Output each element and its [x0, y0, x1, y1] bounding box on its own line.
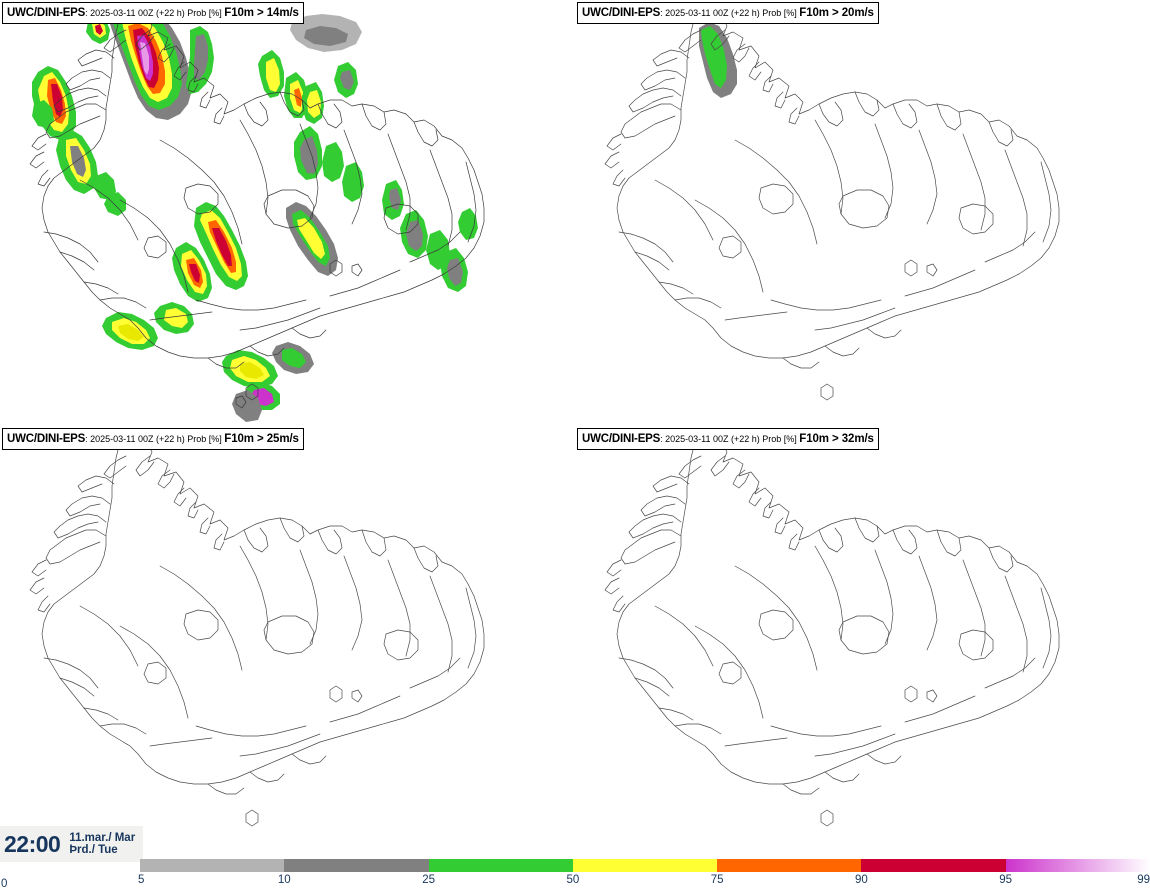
- panel-run-label: : 2025-03-11 00Z (+22 h) Prob [%]: [85, 434, 225, 444]
- colorbar-ticks: 5 10 25 50 75 90 95 99: [138, 874, 1150, 890]
- panel-model-label: UWC/DINI-EPS: [582, 433, 661, 445]
- panel-model-label: UWC/DINI-EPS: [582, 7, 661, 19]
- colorbar-segment-50-75: [572, 859, 718, 872]
- panel-run-label: : 2025-03-11 00Z (+22 h) Prob [%]: [660, 8, 800, 18]
- colorbar-tick-25: 25: [422, 874, 435, 886]
- panel-title-20ms: UWC/DINI-EPS: 2025-03-11 00Z (+22 h) Pro…: [577, 2, 879, 24]
- panel-variable-label: F10m > 25m/s: [224, 433, 299, 445]
- colorbar-zero-label: 0: [1, 878, 8, 890]
- colorbar-tick-10: 10: [277, 874, 291, 886]
- panel-variable-label: F10m > 14m/s: [224, 7, 299, 19]
- colorbar-tick-5: 5: [138, 874, 145, 886]
- panel-title-32ms: UWC/DINI-EPS: 2025-03-11 00Z (+22 h) Pro…: [577, 428, 879, 450]
- colorbar-segment-75-90: [717, 859, 862, 872]
- valid-time-block: 22:00 11.mar./ Mar Þrd./ Tue: [0, 826, 144, 862]
- probability-field-14ms: [32, 6, 478, 422]
- panel-model-label: UWC/DINI-EPS: [7, 7, 86, 19]
- colorbar-tick-90: 90: [854, 874, 868, 886]
- panel-run-label: : 2025-03-11 00Z (+22 h) Prob [%]: [660, 434, 800, 444]
- valid-weekday: Þrd./ Tue: [69, 844, 118, 856]
- colorbar-segment-5-10: [140, 859, 285, 872]
- panel-grid: UWC/DINI-EPS: 2025-03-11 00Z (+22 h) Pro…: [0, 0, 1150, 852]
- map-panel-25ms[interactable]: UWC/DINI-EPS: 2025-03-11 00Z (+22 h) Pro…: [0, 426, 575, 852]
- colorbar-tick-50: 50: [566, 874, 580, 886]
- map-canvas-25ms: [0, 426, 575, 852]
- legend-bar: 22:00 11.mar./ Mar Þrd./ Tue 0 5 10 25 5…: [0, 826, 1150, 891]
- colorbar[interactable]: [140, 859, 1150, 872]
- colorbar-tick-95: 95: [999, 874, 1013, 886]
- valid-time: 22:00: [4, 830, 61, 857]
- valid-date-block: 11.mar./ Mar Þrd./ Tue: [69, 832, 135, 857]
- map-canvas-32ms: [575, 426, 1150, 852]
- colorbar-segment-95-99: [1005, 859, 1150, 872]
- map-canvas-20ms: [575, 0, 1150, 426]
- colorbar-segment-10-25: [284, 859, 429, 872]
- valid-date: 11.mar./ Mar: [69, 831, 136, 844]
- colorbar-tick-75: 75: [710, 874, 724, 886]
- map-canvas-14ms: [0, 0, 575, 426]
- probability-field-20ms: [699, 22, 737, 98]
- colorbar-tick-99: 99: [1137, 874, 1150, 886]
- colorbar-segment-90-95: [861, 859, 1006, 872]
- panel-model-label: UWC/DINI-EPS: [7, 433, 86, 445]
- colorbar-segment-25-50: [428, 859, 573, 872]
- panel-variable-label: F10m > 32m/s: [799, 433, 874, 445]
- panel-title-25ms: UWC/DINI-EPS: 2025-03-11 00Z (+22 h) Pro…: [2, 428, 304, 450]
- map-panel-32ms[interactable]: UWC/DINI-EPS: 2025-03-11 00Z (+22 h) Pro…: [575, 426, 1150, 852]
- map-panel-20ms[interactable]: UWC/DINI-EPS: 2025-03-11 00Z (+22 h) Pro…: [575, 0, 1150, 426]
- panel-variable-label: F10m > 20m/s: [799, 7, 874, 19]
- panel-run-label: : 2025-03-11 00Z (+22 h) Prob [%]: [85, 8, 225, 18]
- panel-title-14ms: UWC/DINI-EPS: 2025-03-11 00Z (+22 h) Pro…: [2, 2, 304, 24]
- map-panel-14ms[interactable]: UWC/DINI-EPS: 2025-03-11 00Z (+22 h) Pro…: [0, 0, 575, 426]
